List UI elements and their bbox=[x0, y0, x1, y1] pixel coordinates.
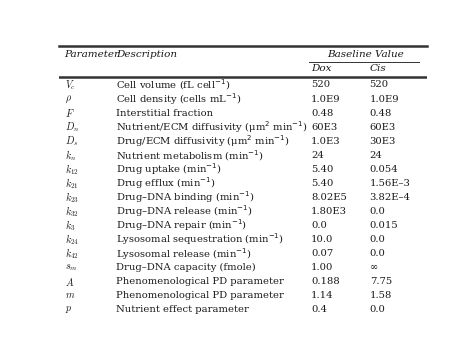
Text: Drug uptake (min$^{-1}$): Drug uptake (min$^{-1}$) bbox=[116, 161, 222, 177]
Text: $\rho$: $\rho$ bbox=[65, 93, 73, 105]
Text: 0.48: 0.48 bbox=[370, 108, 392, 118]
Text: 60E3: 60E3 bbox=[311, 122, 337, 132]
Text: $k_{12}$: $k_{12}$ bbox=[65, 162, 79, 177]
Text: Cis: Cis bbox=[370, 64, 386, 73]
Text: 1.0E9: 1.0E9 bbox=[311, 94, 340, 104]
Text: 0.4: 0.4 bbox=[311, 305, 327, 314]
Text: Nutrient metabolism (min$^{-1}$): Nutrient metabolism (min$^{-1}$) bbox=[116, 148, 264, 163]
Text: 0.48: 0.48 bbox=[311, 108, 333, 118]
Text: $k_{24}$: $k_{24}$ bbox=[65, 232, 80, 247]
Text: 8.02E5: 8.02E5 bbox=[311, 193, 347, 202]
Text: Lysosomal release (min$^{-1}$): Lysosomal release (min$^{-1}$) bbox=[116, 246, 252, 261]
Text: 0.0: 0.0 bbox=[311, 221, 327, 230]
Text: 30E3: 30E3 bbox=[370, 137, 396, 146]
Text: $V_c$: $V_c$ bbox=[65, 78, 76, 92]
Text: 24: 24 bbox=[370, 151, 383, 160]
Text: Lysosomal sequestration (min$^{-1}$): Lysosomal sequestration (min$^{-1}$) bbox=[116, 232, 284, 247]
Text: 1.58: 1.58 bbox=[370, 291, 392, 300]
Text: 1.80E3: 1.80E3 bbox=[311, 207, 347, 216]
Text: $k_n$: $k_n$ bbox=[65, 148, 77, 163]
Text: 24: 24 bbox=[311, 151, 324, 160]
Text: $D_n$: $D_n$ bbox=[65, 120, 80, 134]
Text: Drug–DNA repair (min$^{-1}$): Drug–DNA repair (min$^{-1}$) bbox=[116, 218, 247, 233]
Text: $k_3$: $k_3$ bbox=[65, 218, 76, 233]
Text: Phenomenological PD parameter: Phenomenological PD parameter bbox=[116, 277, 284, 286]
Text: Drug–DNA binding (min$^{-1}$): Drug–DNA binding (min$^{-1}$) bbox=[116, 190, 255, 205]
Text: $p$: $p$ bbox=[65, 304, 73, 315]
Text: Parameter: Parameter bbox=[64, 50, 118, 59]
Text: Nutrient effect parameter: Nutrient effect parameter bbox=[116, 305, 249, 314]
Text: 1.56E–3: 1.56E–3 bbox=[370, 179, 410, 188]
Text: Phenomenological PD parameter: Phenomenological PD parameter bbox=[116, 291, 284, 300]
Text: 0.0: 0.0 bbox=[370, 305, 385, 314]
Text: $m$: $m$ bbox=[65, 291, 76, 300]
Text: 520: 520 bbox=[311, 80, 330, 90]
Text: 7.75: 7.75 bbox=[370, 277, 392, 286]
Text: Dox: Dox bbox=[311, 64, 331, 73]
Text: 0.054: 0.054 bbox=[370, 165, 399, 174]
Text: $k_{21}$: $k_{21}$ bbox=[65, 176, 79, 191]
Text: 0.0: 0.0 bbox=[370, 207, 385, 216]
Text: Drug/ECM diffusivity (μm$^2$ min$^{-1}$): Drug/ECM diffusivity (μm$^2$ min$^{-1}$) bbox=[116, 133, 290, 149]
Text: $k_{42}$: $k_{42}$ bbox=[65, 246, 79, 261]
Text: 60E3: 60E3 bbox=[370, 122, 396, 132]
Text: 0.188: 0.188 bbox=[311, 277, 340, 286]
Text: $k_{23}$: $k_{23}$ bbox=[65, 190, 80, 205]
Text: Drug–DNA release (min$^{-1}$): Drug–DNA release (min$^{-1}$) bbox=[116, 204, 253, 219]
Text: 0.0: 0.0 bbox=[370, 235, 385, 244]
Text: $A$: $A$ bbox=[65, 276, 75, 288]
Text: 0.0: 0.0 bbox=[370, 249, 385, 258]
Text: 5.40: 5.40 bbox=[311, 165, 333, 174]
Text: Nutrient/ECM diffusivity (μm$^2$ min$^{-1}$): Nutrient/ECM diffusivity (μm$^2$ min$^{-… bbox=[116, 119, 308, 135]
Text: Interstitial fraction: Interstitial fraction bbox=[116, 108, 213, 118]
Text: Description: Description bbox=[116, 50, 177, 59]
Text: $k_{32}$: $k_{32}$ bbox=[65, 204, 79, 219]
Text: Drug–DNA capacity (fmole): Drug–DNA capacity (fmole) bbox=[116, 263, 256, 272]
Text: $D_s$: $D_s$ bbox=[65, 134, 79, 148]
Text: 0.015: 0.015 bbox=[370, 221, 399, 230]
Text: 1.0E3: 1.0E3 bbox=[311, 137, 340, 146]
Text: $F$: $F$ bbox=[65, 107, 75, 119]
Text: 1.14: 1.14 bbox=[311, 291, 334, 300]
Text: 0.07: 0.07 bbox=[311, 249, 333, 258]
Text: $s_m$: $s_m$ bbox=[65, 262, 78, 273]
Text: Drug efflux (min$^{-1}$): Drug efflux (min$^{-1}$) bbox=[116, 176, 216, 191]
Text: 5.40: 5.40 bbox=[311, 179, 333, 188]
Text: ∞: ∞ bbox=[370, 263, 378, 272]
Text: 520: 520 bbox=[370, 80, 389, 90]
Text: 3.82E–4: 3.82E–4 bbox=[370, 193, 410, 202]
Text: 1.00: 1.00 bbox=[311, 263, 333, 272]
Text: Baseline Value: Baseline Value bbox=[327, 50, 403, 59]
Text: Cell volume (fL cell$^{-1}$): Cell volume (fL cell$^{-1}$) bbox=[116, 78, 230, 92]
Text: 10.0: 10.0 bbox=[311, 235, 333, 244]
Text: 1.0E9: 1.0E9 bbox=[370, 94, 399, 104]
Text: Cell density (cells mL$^{-1}$): Cell density (cells mL$^{-1}$) bbox=[116, 91, 241, 107]
